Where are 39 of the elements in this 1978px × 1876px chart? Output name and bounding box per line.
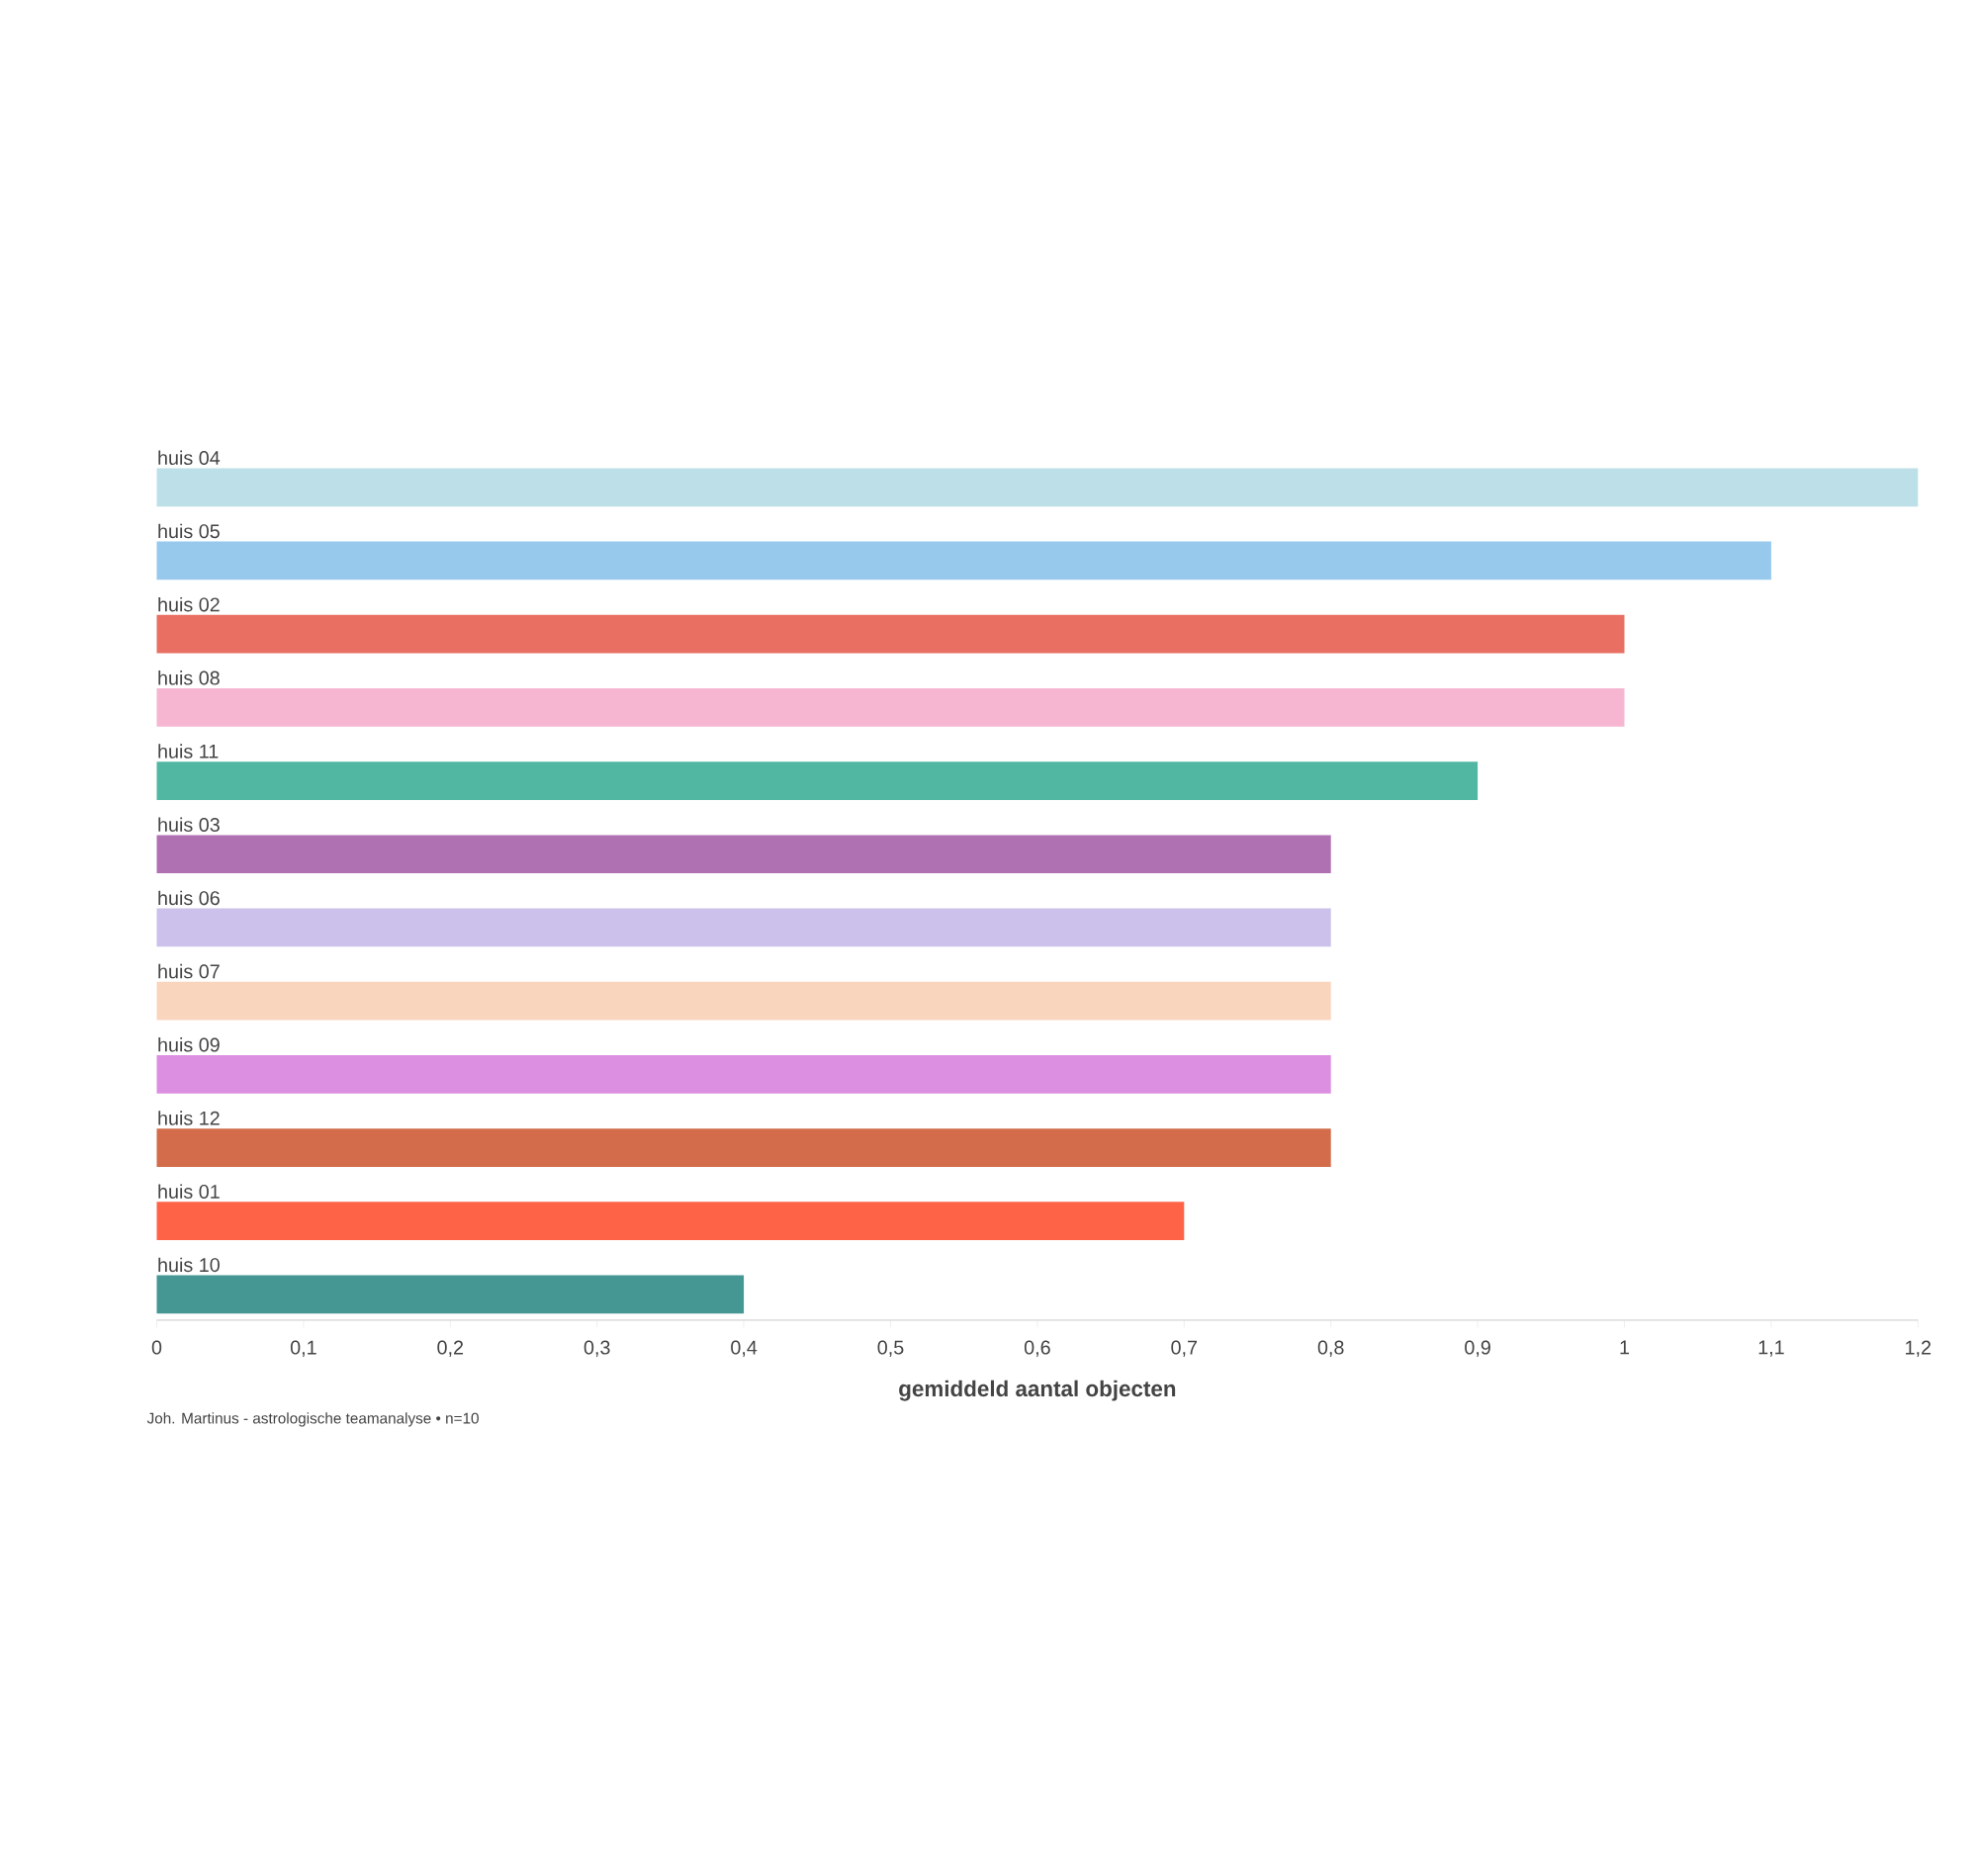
bar: [156, 760, 1479, 800]
bar: [156, 687, 1625, 727]
x-tick-label: 1: [1620, 1340, 1630, 1354]
bar: [156, 1202, 1185, 1240]
x-tick-label: 0,2: [437, 1340, 464, 1357]
x-tick-label: 0,4: [731, 1340, 758, 1357]
x-tick-label: 0,7: [1171, 1340, 1198, 1357]
y-tick-label: huis 04: [158, 450, 221, 465]
bar: [156, 908, 1331, 947]
x-tick-label: 0,6: [1024, 1340, 1050, 1357]
bar: [156, 468, 1919, 506]
x-tick-label: 0,5: [877, 1340, 904, 1357]
y-tick-label: huis 01: [158, 1184, 220, 1199]
x-tick-label: 1,1: [1758, 1340, 1784, 1357]
x-tick-label: 0,8: [1317, 1340, 1344, 1357]
bar: [156, 541, 1771, 581]
y-tick-label: huis 02: [158, 596, 220, 612]
bar: [156, 981, 1331, 1021]
x-tick-label: 0,9: [1465, 1340, 1490, 1357]
bar: [156, 614, 1625, 654]
y-tick-label: huis 12: [158, 1111, 220, 1125]
y-tick-label: huis 06: [158, 890, 220, 905]
y-tick-label: huis 07: [158, 963, 220, 979]
bar: [156, 1275, 745, 1314]
y-tick-label: huis 03: [158, 817, 220, 832]
bar: [156, 1054, 1331, 1094]
x-tick-label: 0,1: [290, 1340, 316, 1357]
text: Joh. Martinus - astrologische teamanalyse • n=10: [146, 1412, 479, 1427]
y-tick-label: huis 09: [158, 1036, 220, 1052]
x-tick-label: 0: [151, 1340, 162, 1355]
bar: [156, 835, 1331, 873]
y-tick-label: huis 08: [158, 670, 220, 685]
bar: [156, 1127, 1331, 1167]
x-tick-label: 1,2: [1906, 1340, 1932, 1357]
y-tick-label: huis 11: [158, 744, 219, 759]
x-axis-title: gemiddeld aantal objecten: [899, 1380, 1176, 1401]
y-tick-label: huis 05: [158, 523, 220, 538]
y-tick-label: huis 10: [158, 1257, 220, 1272]
x-tick-label: 0,3: [584, 1340, 610, 1357]
